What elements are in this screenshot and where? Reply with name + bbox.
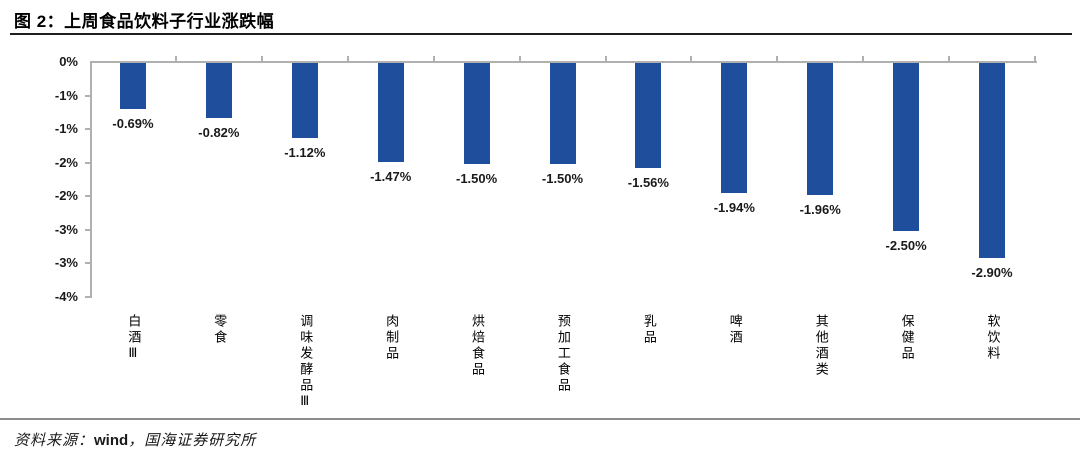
bar [291,63,318,139]
category-label: 啤酒 [691,314,777,351]
category-label: 零食 [176,314,262,351]
x-axis-tick-mark [432,56,435,62]
category-axis: 白酒Ⅲ 零食 调味发酵品Ⅲ 肉制品 烘焙食品 预加工食品 乳品 啤酒 其他酒类 保健品 软饮料 [90,314,1035,422]
y-axis-tick-mark [85,262,90,265]
bar-value-label: -2.90% [971,264,1013,280]
category-label-text: 啤酒 [727,314,743,346]
bar-value-label: -1.94% [713,200,755,216]
bar [377,63,404,162]
y-axis-tick-mark [85,128,90,131]
bar [205,63,232,119]
y-axis-tick-mark [85,296,90,298]
category-label-text: 肉制品 [384,314,400,362]
bar-value-label: -1.50% [541,170,584,186]
bar-value-label: -1.96% [799,201,841,217]
bar [893,63,920,231]
y-axis-tick-mark [85,195,90,198]
title-divider [10,33,1072,35]
bar [979,63,1005,258]
x-axis-line [90,61,1037,63]
source-wind: wind [94,432,129,449]
y-axis-tick-mark [85,94,90,97]
category-label: 白酒Ⅲ [90,314,176,369]
bar [635,63,662,168]
bar [549,63,576,164]
bar-value-label: -1.12% [284,145,326,161]
category-label: 肉制品 [348,314,434,367]
category-label-text: 其他酒类 [813,314,829,378]
x-axis-tick-mark [948,56,951,62]
bar-value-label: -0.69% [112,116,154,132]
category-label: 保健品 [863,314,949,367]
category-label-text: 软饮料 [985,314,1001,362]
bar-value-label: -1.56% [627,174,669,190]
footer-divider [0,418,1080,420]
category-label-text: 预加工食品 [555,314,571,394]
x-axis-tick-mark [862,56,865,62]
x-axis-tick-mark [1034,56,1036,62]
bar [463,63,490,164]
category-label: 软饮料 [949,314,1035,367]
figure-title: 图 2：上周食品饮料子行业涨跌幅 [14,12,275,31]
bar-value-label: -1.50% [455,170,498,186]
category-label-text: 零食 [212,314,228,346]
category-label: 预加工食品 [520,314,606,399]
y-axis-tick-mark [85,161,90,164]
x-axis-tick-mark [260,56,263,62]
y-axis-tick-label: -4% [54,289,78,304]
y-axis-tick-label: -1% [54,121,78,137]
x-axis-tick-mark [690,56,693,62]
x-axis-tick-mark [346,56,349,62]
y-axis-tick-label: -3% [54,221,78,237]
category-label-text: 烘焙食品 [470,314,485,378]
y-axis: 0% -1% -1% -2% -2% -3% -3% -4% [0,55,84,304]
x-axis-tick-mark [776,56,779,62]
plot-area: -0.69% -0.82% -1.12% -1.47% -1.50% -1.50% -1.5… [90,63,1035,298]
y-axis-tick-label: -2% [54,154,78,170]
y-axis-tick-mark [85,228,90,231]
category-label-text: 保健品 [899,314,915,362]
x-axis-tick-mark [518,56,521,62]
y-axis-tick-label: 0% [59,54,78,69]
category-label: 乳品 [606,314,692,351]
source-prefix: 资料来源： [14,433,95,449]
y-axis-tick-label: -2% [54,188,78,204]
bar-value-label: -0.82% [198,125,240,141]
bar-value-label: -2.50% [885,237,927,253]
category-label-text: 白酒Ⅲ [126,314,142,364]
source-suffix: ，国海证券研究所 [128,433,257,449]
bar [721,63,748,194]
y-axis-tick-label: -1% [54,87,78,103]
bar-value-label: -1.47% [370,168,412,184]
category-label: 调味发酵品Ⅲ [262,314,348,417]
source-note: 资料来源：wind，国海证券研究所 [14,429,256,450]
category-label-text: 乳品 [641,314,657,346]
category-label: 烘焙食品 [434,314,520,383]
x-axis-tick-mark [604,56,607,62]
y-axis-line [90,61,92,298]
x-axis-tick-mark [174,56,177,62]
category-label: 其他酒类 [777,314,863,383]
bar [120,63,146,110]
category-label-text: 调味发酵品Ⅲ [298,314,314,412]
bar [807,63,834,195]
y-axis-tick-label: -3% [54,255,78,271]
